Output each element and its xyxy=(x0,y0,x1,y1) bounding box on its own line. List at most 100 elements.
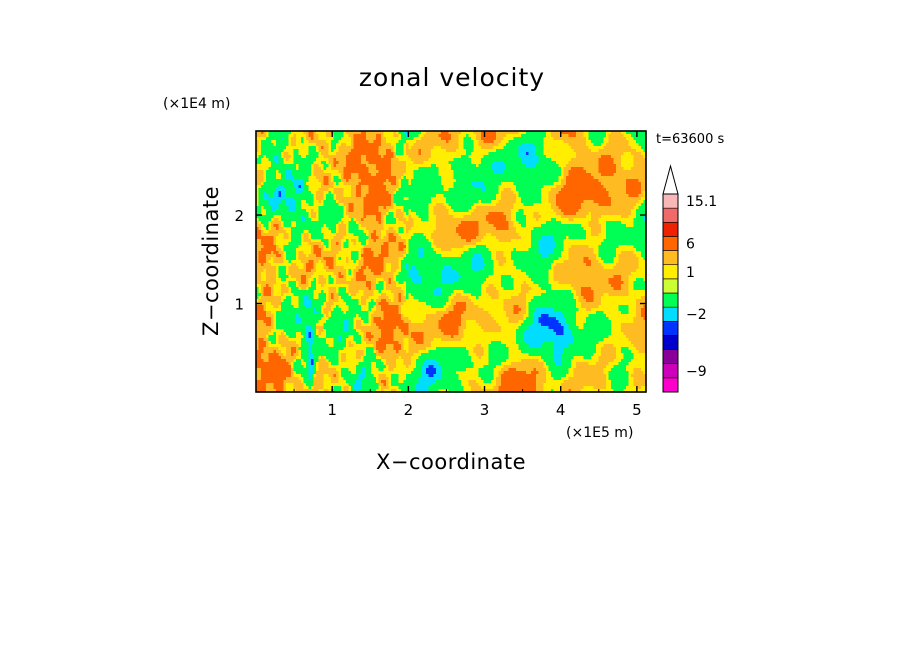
field-cell xyxy=(371,194,374,198)
field-cell xyxy=(458,200,462,204)
field-cell xyxy=(548,221,552,225)
field-cell xyxy=(568,176,572,180)
field-cell xyxy=(338,131,342,135)
field-cell xyxy=(403,203,407,207)
field-cell xyxy=(503,179,507,183)
field-cell xyxy=(566,137,569,141)
field-cell xyxy=(413,131,417,135)
field-cell xyxy=(366,209,369,213)
field-cell xyxy=(396,161,399,165)
field-cell xyxy=(408,185,412,189)
field-cell xyxy=(641,155,644,159)
field-cell xyxy=(573,155,577,159)
field-cell xyxy=(368,194,372,198)
field-cell xyxy=(281,224,284,228)
field-cell xyxy=(403,134,407,138)
field-cell xyxy=(541,170,544,174)
field-cell xyxy=(626,176,629,180)
field-cell xyxy=(273,161,277,165)
field-cell xyxy=(563,179,567,183)
field-cell xyxy=(546,185,549,189)
field-cell xyxy=(611,209,614,213)
field-cell xyxy=(598,134,602,138)
field-cell xyxy=(581,197,584,201)
field-cell xyxy=(343,155,347,159)
field-cell xyxy=(306,167,309,171)
field-cell xyxy=(298,221,302,225)
field-cell xyxy=(406,215,409,219)
field-cell xyxy=(546,158,549,162)
field-cell xyxy=(351,194,354,198)
field-cell xyxy=(318,173,322,177)
field-cell xyxy=(581,221,584,225)
field-cell xyxy=(608,170,612,174)
field-cell xyxy=(376,221,379,225)
field-cell xyxy=(423,218,427,222)
field-cell xyxy=(533,155,537,159)
field-cell xyxy=(256,227,259,231)
field-cell xyxy=(386,215,389,219)
field-cell xyxy=(426,215,429,219)
field-cell xyxy=(578,131,582,135)
field-cell xyxy=(401,170,404,174)
field-cell xyxy=(346,170,349,174)
field-cell xyxy=(533,185,537,189)
field-cell xyxy=(501,152,504,156)
field-cell xyxy=(503,155,507,159)
field-cell xyxy=(258,155,262,159)
field-cell xyxy=(271,212,274,216)
field-cell xyxy=(311,209,314,213)
field-cell xyxy=(268,182,272,186)
field-cell xyxy=(373,224,377,228)
field-cell xyxy=(376,140,379,144)
field-cell xyxy=(331,188,334,192)
field-cell xyxy=(378,170,382,174)
field-cell xyxy=(311,173,314,177)
field-cell xyxy=(466,212,469,216)
field-cell xyxy=(641,170,644,174)
field-cell xyxy=(641,197,644,201)
field-cell xyxy=(533,224,537,228)
field-cell xyxy=(556,197,559,201)
field-cell xyxy=(643,173,646,177)
field-cell xyxy=(483,182,487,186)
field-cell xyxy=(373,191,377,195)
field-cell xyxy=(568,215,572,219)
field-cell xyxy=(451,155,454,159)
field-cell xyxy=(368,200,372,204)
field-cell xyxy=(428,173,432,177)
field-cell xyxy=(486,146,489,150)
field-cell xyxy=(256,152,259,156)
field-cell xyxy=(368,137,372,141)
field-cell xyxy=(518,158,522,162)
field-cell xyxy=(328,221,332,225)
field-cell xyxy=(308,152,312,156)
field-cell xyxy=(366,182,369,186)
field-cell xyxy=(378,197,382,201)
field-cell xyxy=(433,152,437,156)
field-cell xyxy=(633,206,637,210)
field-cell xyxy=(323,197,327,201)
field-cell xyxy=(258,131,262,135)
field-cell xyxy=(268,140,272,144)
field-cell xyxy=(498,170,502,174)
field-cell xyxy=(503,185,507,189)
field-cell xyxy=(348,191,352,195)
field-cell xyxy=(448,134,452,138)
field-cell xyxy=(373,170,377,174)
field-cell xyxy=(376,194,379,198)
field-cell xyxy=(416,134,419,138)
field-cell xyxy=(611,140,614,144)
field-cell xyxy=(356,140,359,144)
field-cell xyxy=(298,191,302,195)
field-cell xyxy=(268,170,272,174)
field-cell xyxy=(318,212,322,216)
field-cell xyxy=(478,158,482,162)
field-cell xyxy=(573,191,577,195)
field-cell xyxy=(641,191,644,195)
field-cell xyxy=(478,188,482,192)
field-cell xyxy=(406,179,409,183)
field-cell xyxy=(498,224,502,228)
field-cell xyxy=(278,206,282,210)
field-cell xyxy=(308,215,312,219)
